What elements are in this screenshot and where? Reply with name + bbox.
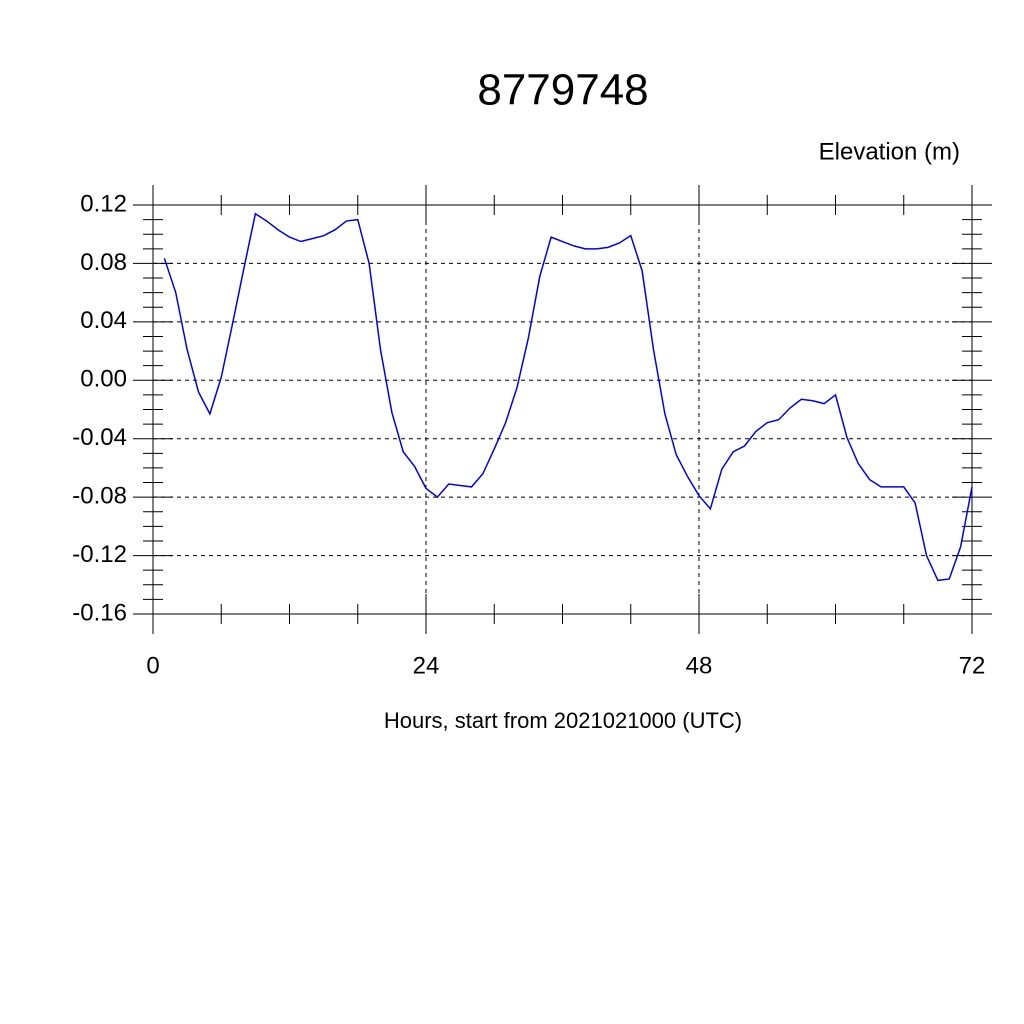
x-tick-label: 72 xyxy=(959,652,986,679)
y-tick-label: 0.08 xyxy=(80,249,127,276)
y-axis-label: Elevation (m) xyxy=(819,138,960,165)
data-line xyxy=(163,212,973,582)
y-tick-label: -0.12 xyxy=(72,541,127,568)
y-tick-label: -0.16 xyxy=(72,599,127,626)
plot-frame xyxy=(152,204,973,615)
y-tick-label: 0.12 xyxy=(80,190,127,217)
x-tick-label: 0 xyxy=(146,652,159,679)
chart-title: 8779748 xyxy=(477,66,648,115)
x-tick-label: 24 xyxy=(413,652,440,679)
y-tick-label: -0.04 xyxy=(72,424,127,451)
x-axis-label: Hours, start from 2021021000 (UTC) xyxy=(384,708,742,733)
y-tick-label: -0.08 xyxy=(72,482,127,509)
x-tick-label: 48 xyxy=(686,652,713,679)
y-tick-label: 0.04 xyxy=(80,307,127,334)
y-tick-label: 0.00 xyxy=(80,366,127,393)
